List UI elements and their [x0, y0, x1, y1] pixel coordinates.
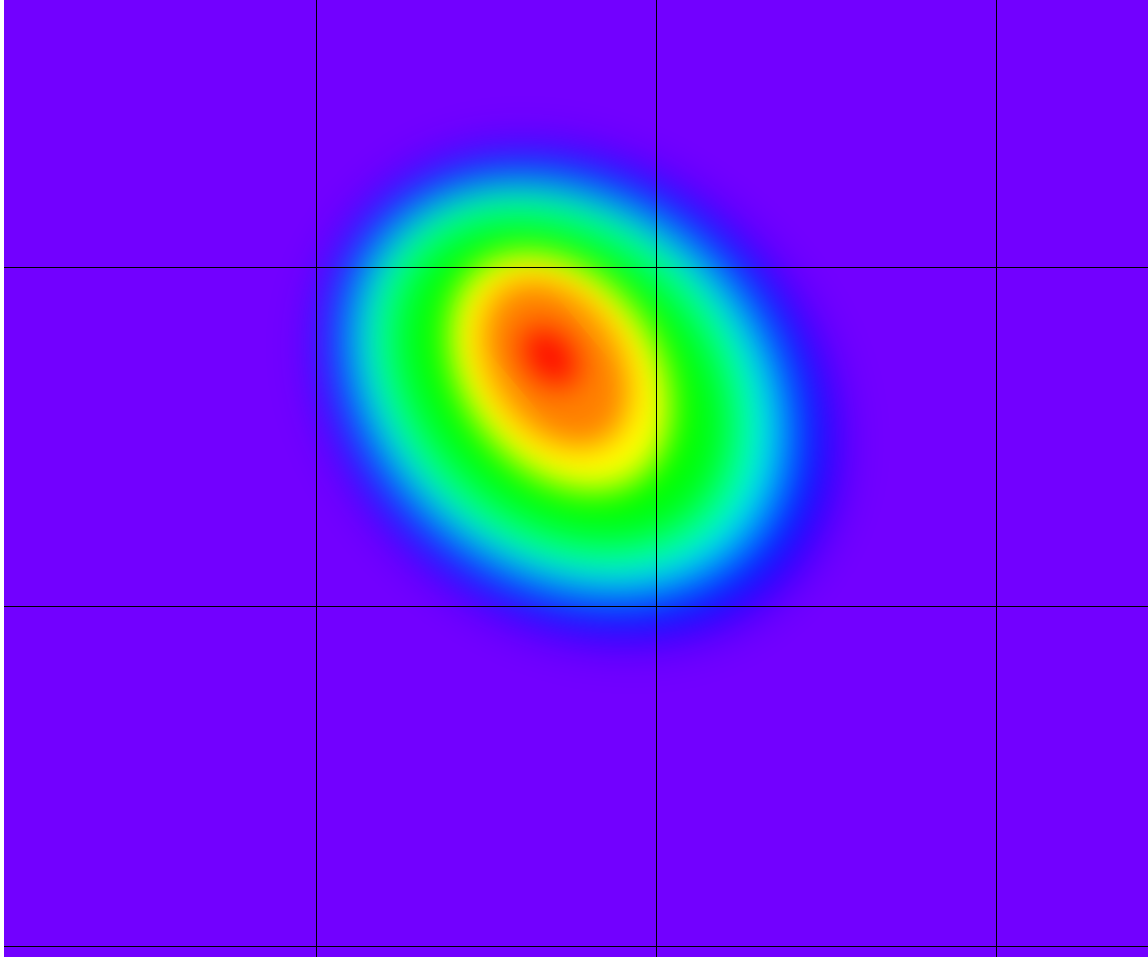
plot-left-margin — [0, 0, 4, 957]
heat-contour-6 — [522, 327, 578, 387]
heat-blob — [325, 155, 831, 635]
